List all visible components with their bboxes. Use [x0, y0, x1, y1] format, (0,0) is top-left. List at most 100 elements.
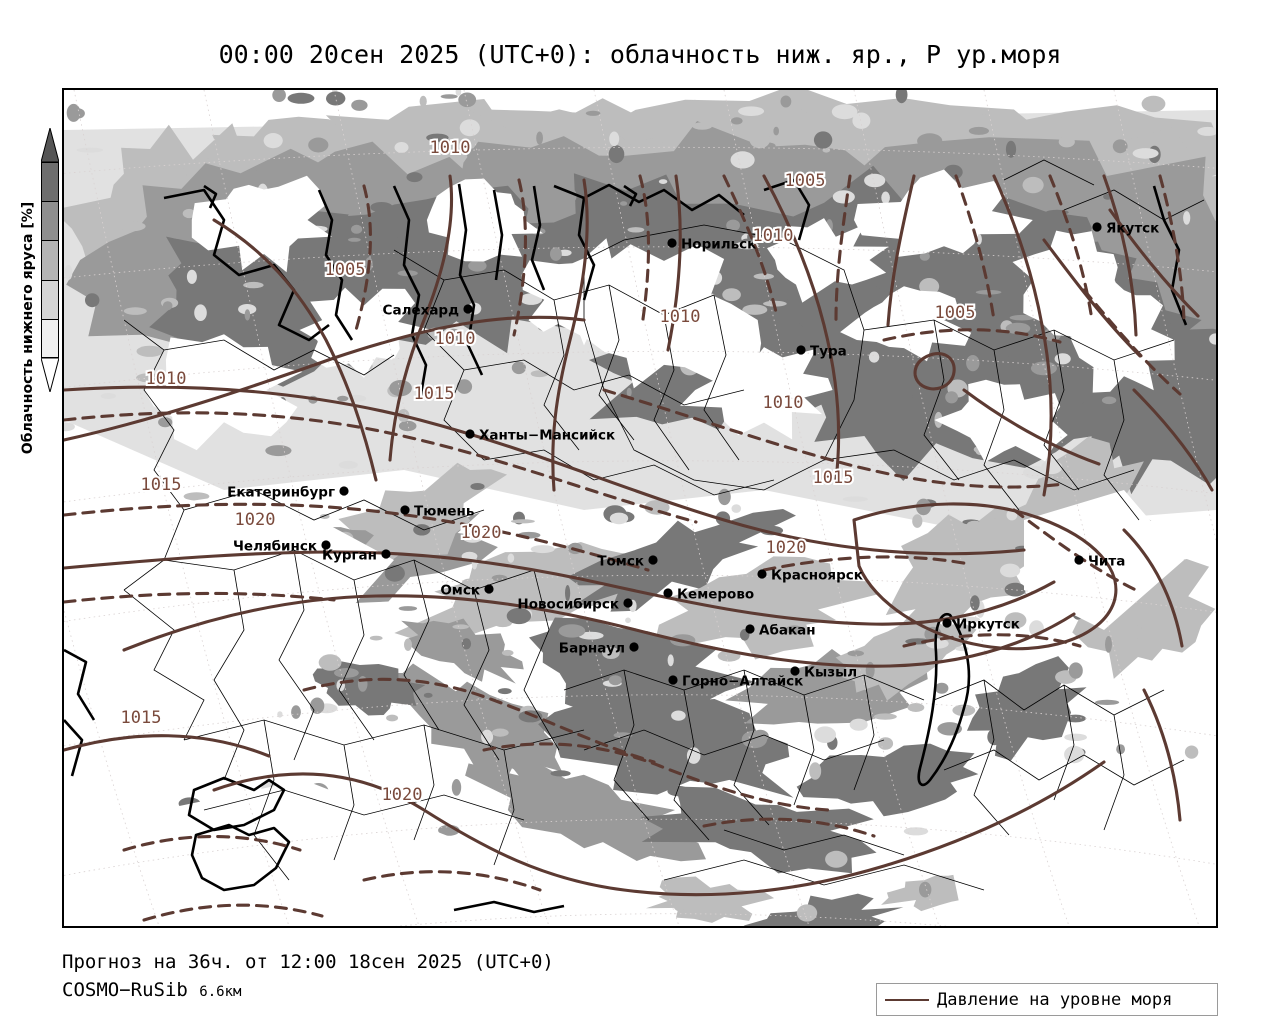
cloud-speckle — [686, 747, 701, 764]
meridian — [333, 90, 550, 926]
cloud-speckle — [511, 361, 526, 375]
colorbar-band — [41, 162, 59, 202]
city-dot — [942, 618, 952, 628]
coastline — [203, 184, 218, 209]
cloud-speckle — [1004, 612, 1027, 629]
cloud-speckle — [919, 278, 940, 295]
admin-border — [703, 294, 740, 461]
isobar-label: 1015 — [141, 475, 182, 495]
cloud-speckle — [395, 227, 406, 240]
admin-border — [1103, 714, 1125, 831]
cloud-speckle — [467, 471, 489, 483]
admin-border — [253, 719, 290, 881]
cloud-speckle — [550, 770, 571, 777]
cloud-speckle — [749, 130, 771, 149]
coastline — [392, 185, 428, 401]
cloud-speckle — [480, 112, 489, 119]
colorbar-under-arrow — [41, 358, 59, 392]
cloud-speckle — [291, 705, 301, 719]
clear-sky-hole — [767, 218, 889, 303]
clear-sky-region — [944, 790, 1216, 926]
map-canvas[interactable]: Норильск Салехард Тура Якутск Ханты−Мансийск… — [62, 88, 1218, 928]
cloud-speckle — [1007, 354, 1023, 365]
isobar-label-halo: 1010 — [430, 138, 471, 158]
cloud-speckle — [386, 714, 399, 722]
city-dot — [463, 304, 473, 314]
cloud-speckle — [1132, 148, 1159, 159]
cloud-blob — [796, 743, 979, 817]
cloud-speckle — [1064, 733, 1087, 741]
isobar-dashed — [902, 633, 1082, 648]
admin-border — [183, 719, 585, 751]
cloud-speckle — [881, 191, 890, 204]
cloud-speckle — [1063, 362, 1070, 370]
cloud-speckle — [831, 104, 858, 120]
cloud-speckle — [287, 92, 315, 104]
meridian — [203, 90, 420, 926]
isobar-dashed — [638, 174, 651, 328]
city-label: Курган — [322, 548, 377, 564]
cloud-speckle — [731, 117, 743, 125]
cloud-speckle — [620, 201, 628, 206]
cloud-speckle — [895, 90, 908, 104]
city-label: Норильск — [681, 237, 756, 253]
isobar-label-halo: 1015 — [414, 384, 455, 404]
meridian — [463, 90, 680, 926]
cloud-speckle — [123, 307, 147, 315]
isobar-label: 1010 — [430, 138, 471, 158]
cloud-speckle — [976, 233, 982, 245]
city-label: Тюмень — [414, 504, 474, 520]
isobar-solid — [122, 594, 1076, 668]
cloud-speckle — [825, 850, 848, 868]
legend-box: Давление на уровне моря — [876, 983, 1218, 1016]
cloud-speckle — [326, 91, 346, 106]
isobar-dashed — [482, 742, 830, 812]
cloud-speckle — [1058, 136, 1075, 148]
coastline — [917, 612, 971, 787]
isobar-label: 1020 — [382, 785, 423, 805]
admin-border — [203, 789, 525, 821]
cloud-speckle — [671, 710, 686, 721]
clear-sky-hole — [934, 379, 1068, 463]
isobar-label: 1020 — [235, 510, 276, 530]
isobar-label-halo: 1010 — [146, 369, 187, 389]
cloud-speckle — [966, 520, 983, 530]
city-label: Салехард — [383, 303, 460, 319]
cloud-speckle — [455, 90, 462, 96]
isobar-label: 1010 — [660, 307, 701, 327]
cloud-speckle — [722, 288, 741, 302]
isobar-solid — [1122, 528, 1184, 648]
isobar-label: 1020 — [766, 538, 807, 558]
isobar-solid — [762, 174, 841, 482]
cloud-speckle — [917, 133, 943, 149]
cloud-speckle — [384, 564, 405, 582]
city-label: Кызыл — [804, 665, 857, 681]
city-label: Челябинск — [233, 539, 317, 555]
cloud-speckle — [981, 354, 1007, 360]
isobar-dashed — [362, 870, 542, 892]
isobar-solid — [212, 760, 1106, 897]
cloud-speckle — [966, 355, 980, 372]
cloud-speckle — [64, 265, 73, 280]
cloud-speckle — [877, 737, 894, 750]
cloud-speckle — [162, 301, 173, 311]
isobar-solid — [992, 174, 1053, 497]
admin-border — [393, 249, 485, 461]
cloud-speckle — [1095, 699, 1120, 706]
colorbar-axis-label: Облачность нижнего яруса [%] — [20, 201, 36, 455]
cloud-speckle — [801, 108, 807, 115]
cloud-speckle — [1068, 163, 1084, 169]
cloud-speckle — [585, 110, 601, 116]
city-dot — [400, 505, 410, 515]
admin-border — [793, 694, 815, 806]
cloud-speckle — [394, 142, 409, 153]
cloud-speckle — [76, 147, 104, 153]
cloud-speckle — [565, 585, 571, 602]
isobar-label: 1020 — [461, 523, 502, 543]
isobar-solid — [551, 178, 589, 492]
cloud-speckle — [945, 391, 958, 404]
admin-border — [598, 284, 635, 441]
city-dot — [796, 345, 806, 355]
clear-sky-hole — [1071, 274, 1175, 393]
cloud-blob — [332, 462, 508, 574]
